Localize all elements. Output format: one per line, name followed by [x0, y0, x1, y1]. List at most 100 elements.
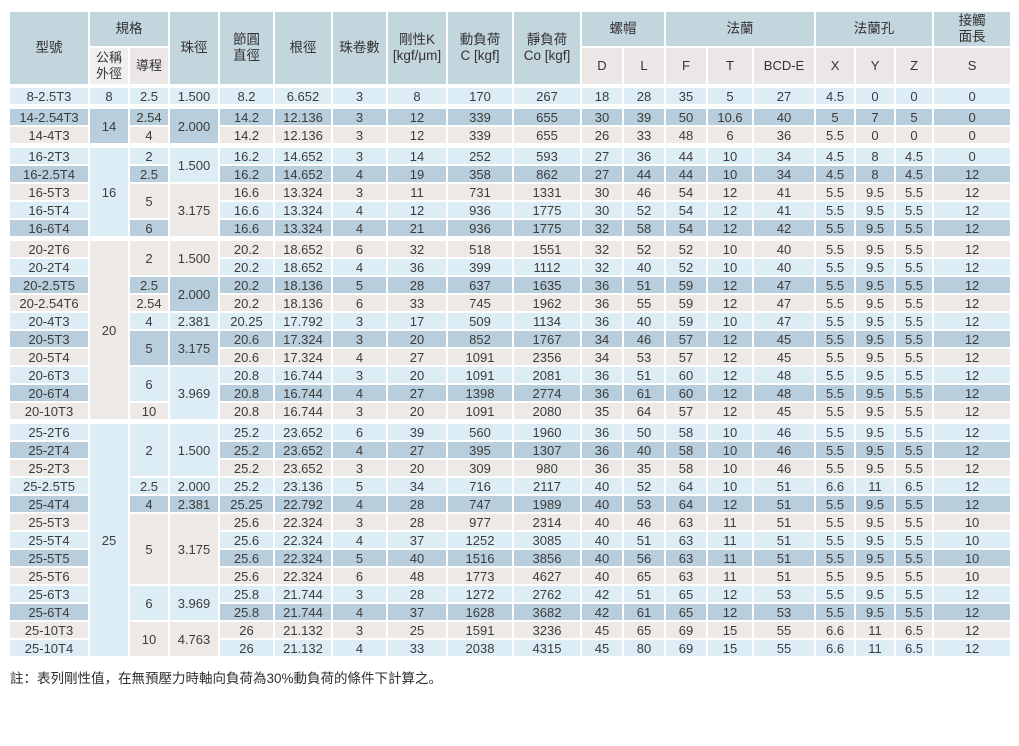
- cell: 977: [446, 512, 514, 532]
- cell: 40: [580, 476, 624, 496]
- cell: 9.5: [854, 458, 897, 478]
- cell: 60: [664, 365, 708, 385]
- cell: 55: [751, 638, 817, 658]
- cell: 4: [128, 311, 170, 331]
- cell: 63: [664, 548, 708, 568]
- cell: 12: [932, 365, 1013, 385]
- cell: 4.5: [894, 164, 935, 184]
- cell-model: 20-2T6: [8, 236, 90, 259]
- cell: 9.5: [854, 236, 897, 259]
- cell: 9.5: [854, 257, 897, 277]
- column-header: 型號: [8, 10, 90, 88]
- table-row: 25-6T3 6 3.969 25.8 21.744 3 28 1272 2762 42 51 65 1…: [8, 584, 1013, 622]
- table-row: 20-5T4 20.6 17.324 4 27 1091 2356 34 53 57 12 45 5.5…: [8, 347, 1013, 367]
- cell: 5.5: [814, 365, 857, 385]
- cell: 5.5: [814, 419, 857, 442]
- cell: 170: [446, 85, 514, 108]
- cell: 63: [664, 512, 708, 532]
- cell: 4: [331, 638, 388, 658]
- cell: 61: [622, 602, 666, 622]
- cell: 12: [932, 584, 1013, 604]
- cell: 45: [751, 329, 817, 349]
- cell: 5: [814, 104, 857, 127]
- cell: 5.5: [814, 200, 857, 220]
- cell-model: 25-2T4: [8, 440, 90, 460]
- cell: 64: [622, 401, 666, 423]
- cell: 55: [622, 293, 666, 313]
- cell-model: 20-10T3: [8, 401, 90, 423]
- cell: 3: [331, 85, 388, 108]
- cell: 5: [331, 476, 388, 496]
- cell: 2: [128, 143, 170, 166]
- cell: 41: [751, 182, 817, 202]
- cell: 37: [386, 530, 448, 550]
- table-row: 25-5T6 25.6 22.324 6 48 1773 4627 40 65 63 11 51 5.5…: [8, 566, 1013, 586]
- cell: 5.5: [814, 125, 857, 147]
- cell: 52: [664, 257, 708, 277]
- cell: 16: [88, 143, 130, 240]
- cell: 5.5: [894, 257, 935, 277]
- cell: 27: [751, 85, 817, 108]
- cell: 54: [664, 218, 708, 240]
- cell: 1091: [446, 347, 514, 367]
- cell: 716: [446, 476, 514, 496]
- cell: 21.132: [273, 638, 333, 658]
- cell: 34: [580, 329, 624, 349]
- cell: 11: [854, 638, 897, 658]
- cell: 21.744: [273, 602, 333, 622]
- cell: 10: [706, 419, 754, 442]
- cell: 34: [580, 347, 624, 367]
- cell: 3.969: [168, 365, 220, 423]
- cell: 3.175: [168, 512, 220, 586]
- cell: 47: [751, 275, 817, 295]
- cell-model: 20-6T3: [8, 365, 90, 385]
- cell: 0: [932, 85, 1013, 108]
- cell: 12: [932, 440, 1013, 460]
- cell: 46: [622, 329, 666, 349]
- cell: 16.744: [273, 383, 333, 403]
- cell: 37: [386, 602, 448, 622]
- cell: 12: [706, 182, 754, 202]
- cell: 3236: [512, 620, 582, 640]
- cell: 57: [664, 401, 708, 423]
- cell: 20.2: [218, 293, 275, 313]
- cell: 36: [622, 143, 666, 166]
- cell: 12: [932, 236, 1013, 259]
- cell: 5.5: [894, 440, 935, 460]
- column-subheader: Z: [894, 46, 935, 88]
- cell-model: 25-5T5: [8, 548, 90, 568]
- cell: 25: [386, 620, 448, 640]
- cell: 9.5: [854, 365, 897, 385]
- cell: 1.500: [168, 419, 220, 478]
- cell: 27: [386, 347, 448, 367]
- column-subheader: F: [664, 46, 708, 88]
- table-row: 20-4T3 4 2.381 20.25 17.792 3 17 509 1134 36 40 59 1…: [8, 311, 1013, 331]
- cell: 395: [446, 440, 514, 460]
- cell: 10: [932, 548, 1013, 568]
- cell: 6: [128, 218, 170, 240]
- cell: 47: [751, 311, 817, 331]
- cell: 6: [331, 419, 388, 442]
- cell: 9.5: [854, 440, 897, 460]
- cell: 12: [932, 494, 1013, 514]
- cell: 25.2: [218, 419, 275, 442]
- cell: 40: [622, 440, 666, 460]
- column-header: 剛性K [kgf/μm]: [386, 10, 448, 88]
- cell: 41: [751, 200, 817, 220]
- cell: 33: [386, 638, 448, 658]
- cell: 69: [664, 620, 708, 640]
- column-header: 節圓 直徑: [218, 10, 275, 88]
- cell: 0: [894, 125, 935, 147]
- table-row: 25-4T4 4 2.381 25.25 22.792 4 28 747 1989 40 53 64 1…: [8, 494, 1013, 514]
- cell: 58: [664, 458, 708, 478]
- cell: 2117: [512, 476, 582, 496]
- cell: 36: [580, 275, 624, 295]
- cell: 1112: [512, 257, 582, 277]
- cell: 5.5: [894, 401, 935, 423]
- cell: 23.652: [273, 419, 333, 442]
- cell: 2.5: [128, 164, 170, 184]
- cell: 5.5: [814, 311, 857, 331]
- cell: 3: [331, 311, 388, 331]
- cell: 52: [622, 200, 666, 220]
- cell: 12: [932, 311, 1013, 331]
